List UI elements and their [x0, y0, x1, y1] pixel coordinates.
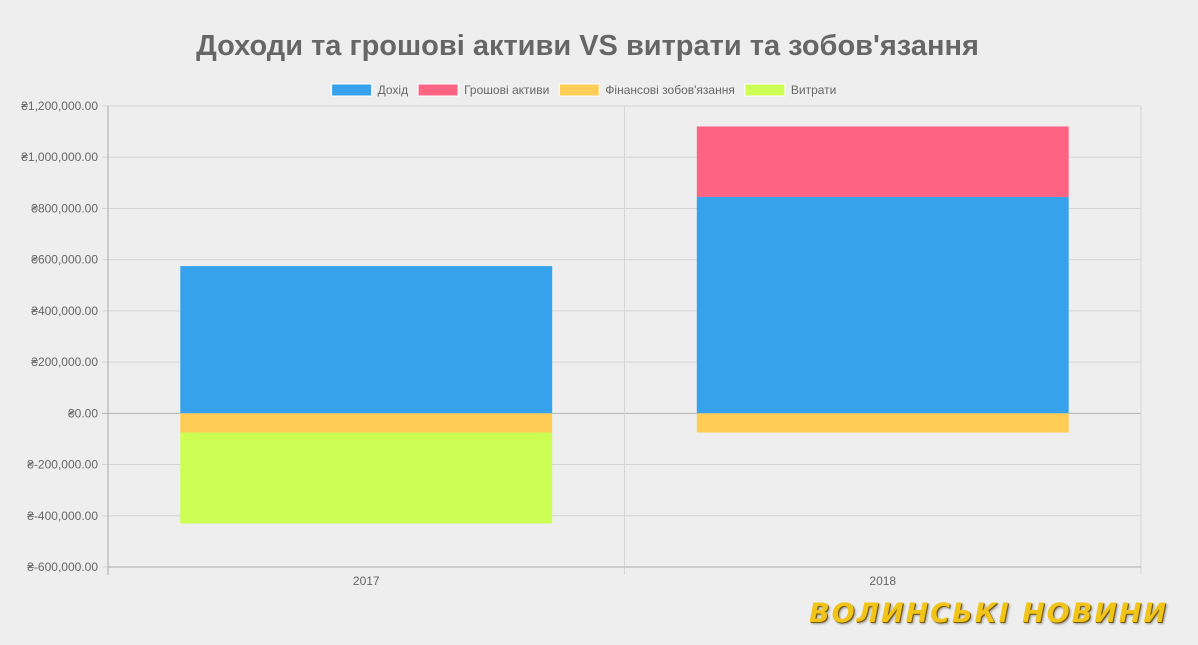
y-tick-label: ₴0.00 [68, 406, 98, 420]
bar-segment [696, 126, 1069, 197]
y-tick-label: ₴200,000.00 [31, 355, 98, 369]
legend-label[interactable]: Витрати [791, 83, 837, 97]
y-tick-label: ₴-200,000.00 [27, 458, 98, 472]
legend-label[interactable]: Фінансові зобов'язання [605, 83, 735, 97]
bars [180, 126, 1069, 524]
x-tick-label: 2017 [353, 574, 380, 588]
bar-segment [696, 413, 1069, 433]
legend-swatch [558, 83, 600, 97]
legend-label[interactable]: Дохід [378, 83, 408, 97]
watermark-logo: ВОЛИНСЬКІ НОВИНИ [809, 598, 1168, 629]
legend-swatch [417, 83, 459, 97]
y-tick-label: ₴600,000.00 [31, 253, 98, 267]
x-tick-label: 2018 [869, 574, 896, 588]
bar-segment [180, 266, 553, 414]
y-tick-label: ₴-600,000.00 [27, 560, 98, 574]
bar-segment [180, 413, 553, 433]
legend[interactable]: Дохід Грошові активи Фінансові зобов'язанн… [331, 83, 837, 97]
legend-swatch [331, 83, 373, 97]
legend-label[interactable]: Грошові активи [464, 83, 549, 97]
bar-segment [180, 432, 553, 524]
y-tick-label: ₴800,000.00 [31, 201, 98, 215]
chart-title: Доходи та грошові активи VS витрати та з… [196, 30, 979, 62]
y-tick-label: ₴1,000,000.00 [21, 150, 98, 164]
bar-segment [696, 196, 1069, 414]
axes: ₴1,200,000.00 ₴1,000,000.00 ₴800,000.00 ₴60… [21, 99, 1141, 588]
legend-swatch [744, 83, 786, 97]
y-tick-label: ₴400,000.00 [31, 304, 98, 318]
y-tick-label: ₴-400,000.00 [27, 509, 98, 523]
y-tick-label: ₴1,200,000.00 [21, 99, 98, 113]
